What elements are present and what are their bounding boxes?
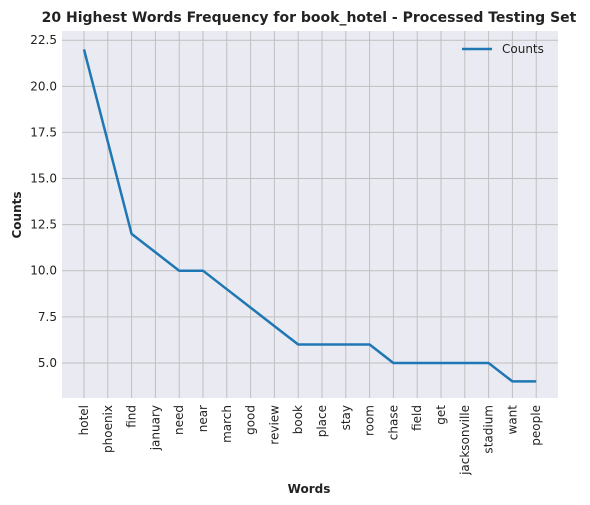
x-tick-label: people: [529, 405, 543, 446]
x-tick-label: review: [267, 405, 281, 445]
y-tick-label: 17.5: [30, 125, 57, 139]
y-tick-label: 7.5: [38, 310, 57, 324]
x-tick-label: need: [172, 405, 186, 435]
series-line-counts: [82, 49, 537, 383]
y-axis-ticks: 5.0 7.5 10.0 12.5 15.0 17.5 20.0 22.5: [30, 33, 57, 370]
x-tick-label: stay: [339, 405, 353, 430]
x-tick-label: january: [148, 405, 162, 451]
y-tick-label: 10.0: [30, 264, 57, 278]
y-tick-label: 15.0: [30, 172, 57, 186]
plot-area: [62, 31, 558, 398]
y-axis-label: Counts: [10, 191, 24, 238]
y-tick-label: 5.0: [38, 356, 57, 370]
y-tick-label: 20.0: [30, 79, 57, 93]
x-axis-label: Words: [288, 482, 331, 496]
y-tick-label: 12.5: [30, 218, 57, 232]
x-axis-ticks: hotel phoenix find january need near march good…: [77, 405, 543, 476]
x-tick-label: good: [244, 405, 258, 435]
x-tick-label: stadium: [482, 405, 496, 454]
x-tick-label: jacksonville: [458, 405, 472, 476]
grid-lines: [62, 31, 558, 398]
chart-title: 20 Highest Words Frequency for book_hote…: [42, 10, 577, 26]
x-tick-label: place: [315, 405, 329, 437]
x-tick-label: chase: [386, 405, 400, 440]
series-group: [82, 49, 537, 383]
x-tick-label: want: [505, 405, 519, 435]
x-tick-label: hotel: [77, 405, 91, 435]
x-tick-label: near: [196, 405, 210, 432]
x-tick-label: book: [291, 405, 305, 434]
x-tick-label: field: [410, 405, 424, 431]
x-tick-label: get: [434, 405, 448, 425]
x-tick-label: march: [220, 405, 234, 443]
legend: Counts: [462, 42, 544, 56]
legend-label-counts: Counts: [502, 42, 544, 56]
x-tick-label: phoenix: [101, 405, 115, 453]
x-tick-label: room: [363, 405, 377, 436]
x-tick-label: find: [125, 405, 139, 428]
y-tick-label: 22.5: [30, 33, 57, 47]
